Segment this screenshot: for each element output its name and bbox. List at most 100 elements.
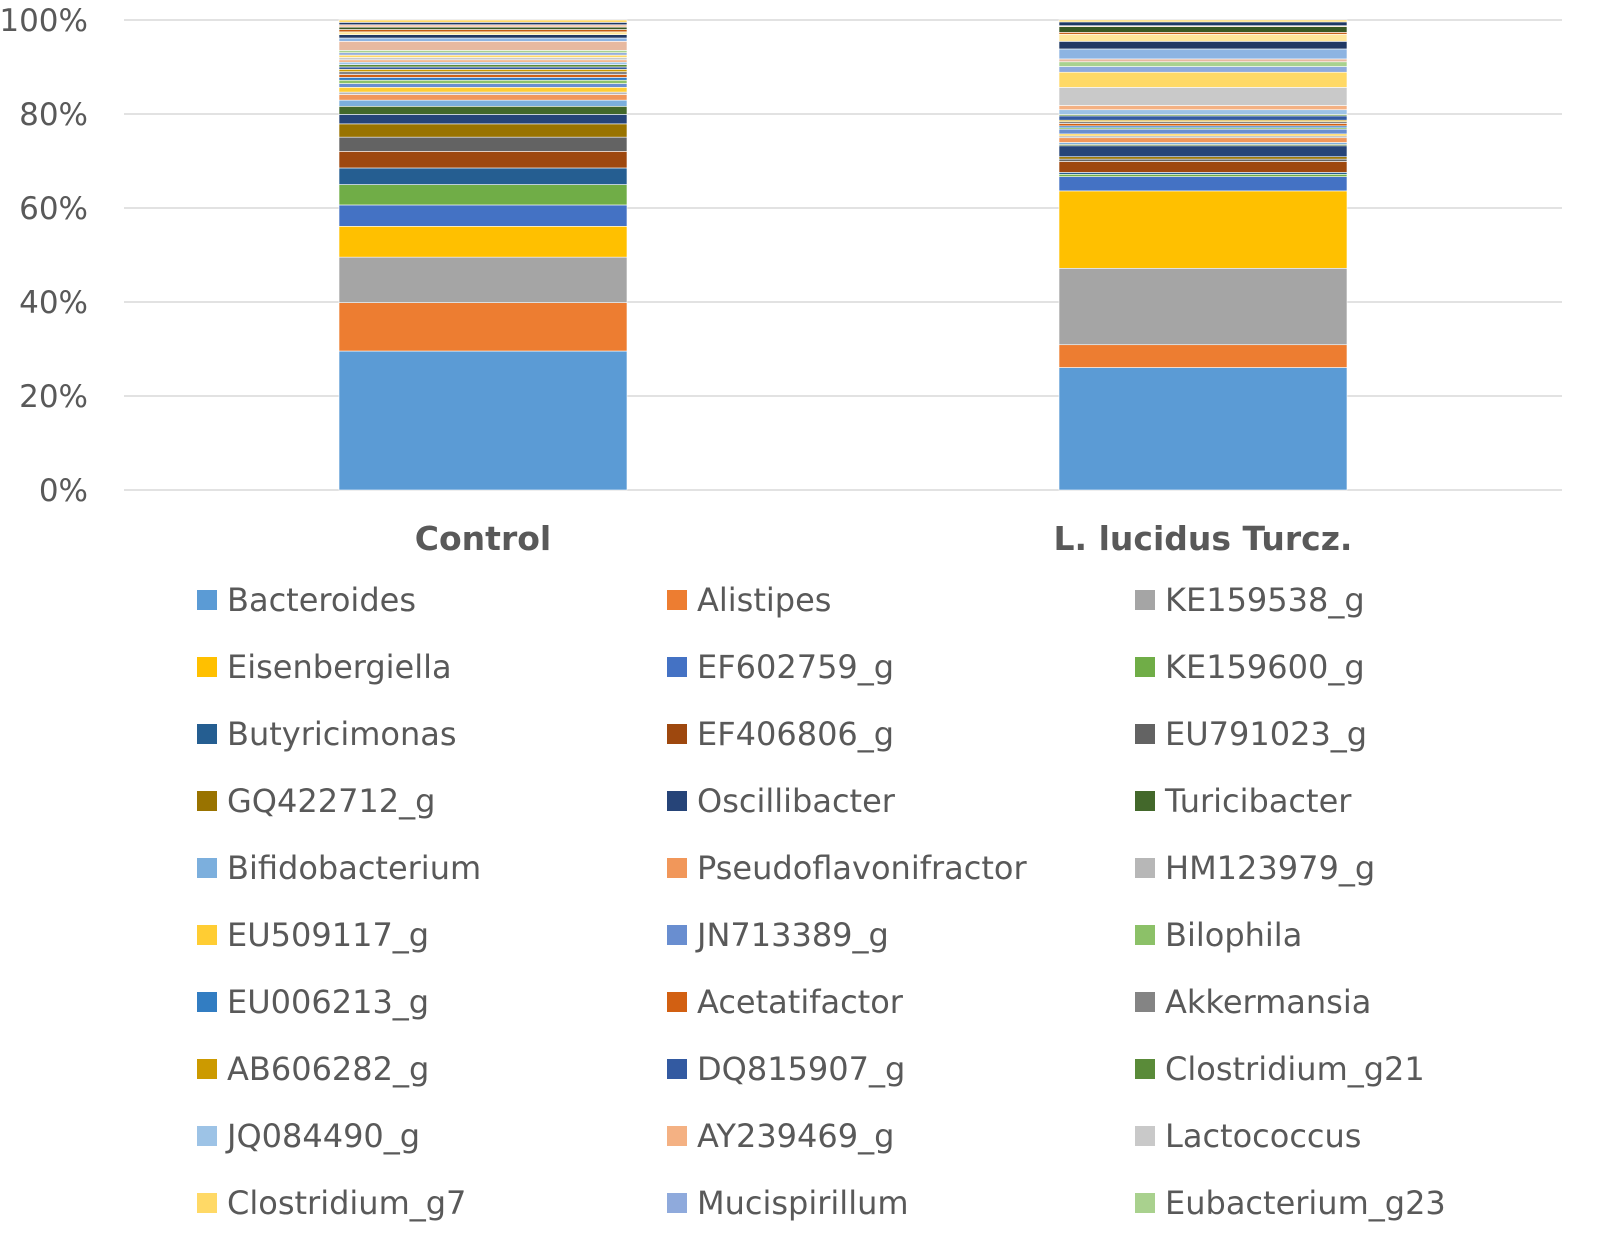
legend-item: Lactococcus (1135, 1106, 1361, 1166)
legend-swatch (1135, 992, 1155, 1012)
legend-label: Clostridium_g21 (1165, 1050, 1425, 1088)
bar-segment (1058, 137, 1348, 143)
bar-segment (1058, 66, 1348, 73)
bar-stack-0 (338, 19, 628, 491)
legend-swatch (197, 657, 217, 677)
bar-segment (1058, 145, 1348, 158)
legend-label: AB606282_g (227, 1050, 430, 1088)
bar-segment (338, 71, 628, 75)
legend-swatch (197, 724, 217, 744)
bar-segment (1058, 176, 1348, 192)
legend-label: HM123979_g (1165, 849, 1376, 887)
legend-swatch (667, 992, 687, 1012)
legend-swatch (197, 791, 217, 811)
bar-segment (1058, 344, 1348, 368)
legend-label: JQ084490_g (227, 1117, 421, 1155)
legend-item: EU006213_g (197, 972, 429, 1032)
legend-label: EU509117_g (227, 916, 430, 954)
legend-swatch (1135, 724, 1155, 744)
legend-item: Bacteroides (197, 570, 416, 630)
bar-segment (1058, 48, 1348, 60)
bar-segment (1058, 71, 1348, 88)
bar-segment (338, 37, 628, 42)
legend-label: Butyricimonas (227, 715, 457, 753)
legend-swatch (667, 858, 687, 878)
bar-segment (338, 184, 628, 206)
legend-swatch (1135, 858, 1155, 878)
bar-segment (338, 94, 628, 101)
legend-item: JQ084490_g (197, 1106, 420, 1166)
y-tick-label: 100% (0, 3, 88, 39)
bar-segment (338, 57, 628, 61)
x-category-label: L. lucidus Turcz. (1054, 519, 1353, 558)
y-tick-label: 60% (19, 191, 88, 227)
bar-segment (1058, 109, 1348, 115)
y-tick-label: 40% (19, 285, 88, 321)
legend-label: EF602759_g (697, 648, 895, 686)
legend-label: Lactococcus (1165, 1117, 1362, 1155)
bar-segment (1058, 19, 1348, 23)
y-tick-label: 80% (19, 97, 88, 133)
legend-item: KE159600_g (1135, 637, 1365, 697)
stacked-bar-chart: 0% 20% 40% 60% 80% 100% Control L. lucidus Tur… (0, 3, 1562, 558)
legend-swatch (197, 858, 217, 878)
y-tick-label: 0% (39, 473, 88, 509)
bar-segment (1058, 41, 1348, 50)
bar-segment (1058, 26, 1348, 33)
legend-swatch (1135, 1059, 1155, 1079)
bar-segment (338, 87, 628, 93)
bar-segment (1058, 156, 1348, 160)
legend-item: KE159538_g (1135, 570, 1365, 630)
legend-label: AY239469_g (697, 1117, 895, 1155)
bar-segment (338, 99, 628, 107)
legend-swatch (1135, 1193, 1155, 1213)
legend-label: KE159600_g (1165, 648, 1365, 686)
legend-item: Clostridium_g7 (197, 1173, 466, 1233)
legend-label: Bacteroides (227, 581, 416, 619)
legend-swatch (197, 1193, 217, 1213)
legend-swatch (667, 657, 687, 677)
bar-segment (1058, 173, 1348, 177)
bar-segment (338, 167, 628, 185)
legend-swatch (667, 925, 687, 945)
bars (338, 19, 1348, 491)
bar-segment (1058, 190, 1348, 269)
bar-segment (338, 34, 628, 39)
legend-item: Pseudoflavonifractor (667, 838, 1027, 898)
legend-item: Eubacterium_g23 (1135, 1173, 1446, 1233)
legend-swatch (197, 925, 217, 945)
bar-segment (338, 50, 628, 54)
bar-segment (1058, 58, 1348, 63)
legend-swatch (1135, 657, 1155, 677)
x-category-label: Control (415, 519, 551, 558)
legend-item: Butyricimonas (197, 704, 457, 764)
bar-segment (338, 204, 628, 227)
legend-label: Akkermansia (1165, 983, 1372, 1021)
y-axis-ticks: 0% 20% 40% 60% 80% 100% (0, 3, 88, 509)
bar-segment (338, 66, 628, 70)
legend-label: JN713389_g (697, 916, 889, 954)
bar-segment (1058, 128, 1348, 135)
legend-item: Alistipes (667, 570, 831, 630)
bar-segment (338, 79, 628, 84)
legend-label: GQ422712_g (227, 782, 436, 820)
bar-segment (1058, 33, 1348, 42)
legend-swatch (667, 1126, 687, 1146)
legend-item: GQ422712_g (197, 771, 435, 831)
bar-segment (338, 136, 628, 152)
legend-label: Turicibacter (1165, 782, 1352, 820)
bar-segment (338, 64, 628, 68)
legend-label: Acetatifactor (697, 983, 903, 1021)
legend-swatch (667, 1059, 687, 1079)
bar-segment (1058, 367, 1348, 491)
legend-label: Eisenbergiella (227, 648, 452, 686)
legend-label: EF406806_g (697, 715, 895, 753)
legend-swatch (1135, 791, 1155, 811)
legend-swatch (197, 590, 217, 610)
bar-segment (338, 19, 628, 23)
bar-segment (338, 114, 628, 125)
bar-segment (1058, 105, 1348, 111)
bar-segment (338, 256, 628, 303)
bar-segment (1058, 123, 1348, 127)
legend-label: Eubacterium_g23 (1165, 1184, 1446, 1222)
